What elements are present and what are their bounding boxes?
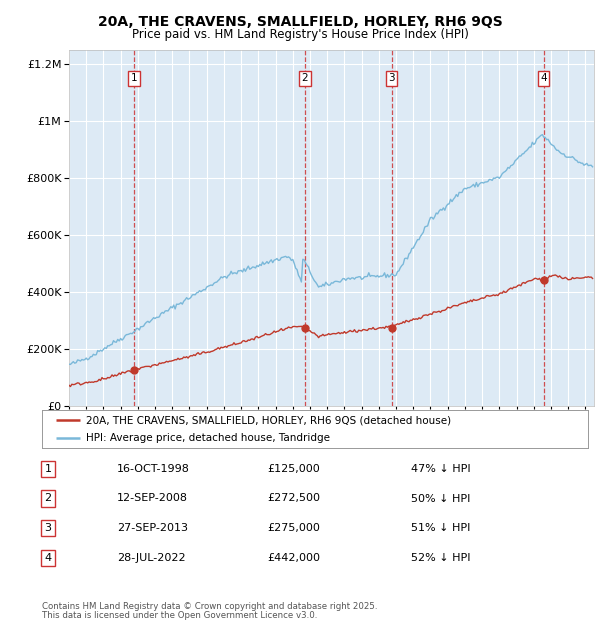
Text: 2: 2 (302, 73, 308, 83)
Text: 4: 4 (44, 553, 52, 563)
Text: £125,000: £125,000 (267, 464, 320, 474)
Text: 1: 1 (44, 464, 52, 474)
Text: This data is licensed under the Open Government Licence v3.0.: This data is licensed under the Open Gov… (42, 611, 317, 619)
Text: 52% ↓ HPI: 52% ↓ HPI (411, 553, 470, 563)
Text: 27-SEP-2013: 27-SEP-2013 (117, 523, 188, 533)
Text: 47% ↓ HPI: 47% ↓ HPI (411, 464, 470, 474)
Text: Contains HM Land Registry data © Crown copyright and database right 2025.: Contains HM Land Registry data © Crown c… (42, 602, 377, 611)
Text: HPI: Average price, detached house, Tandridge: HPI: Average price, detached house, Tand… (86, 433, 329, 443)
Text: £272,500: £272,500 (267, 494, 320, 503)
Text: £275,000: £275,000 (267, 523, 320, 533)
Text: Price paid vs. HM Land Registry's House Price Index (HPI): Price paid vs. HM Land Registry's House … (131, 28, 469, 41)
Text: 16-OCT-1998: 16-OCT-1998 (117, 464, 190, 474)
Text: 50% ↓ HPI: 50% ↓ HPI (411, 494, 470, 503)
Text: 3: 3 (388, 73, 395, 83)
Text: 1: 1 (131, 73, 137, 83)
Text: 3: 3 (44, 523, 52, 533)
Text: 20A, THE CRAVENS, SMALLFIELD, HORLEY, RH6 9QS (detached house): 20A, THE CRAVENS, SMALLFIELD, HORLEY, RH… (86, 415, 451, 425)
Text: 51% ↓ HPI: 51% ↓ HPI (411, 523, 470, 533)
Text: 20A, THE CRAVENS, SMALLFIELD, HORLEY, RH6 9QS: 20A, THE CRAVENS, SMALLFIELD, HORLEY, RH… (98, 16, 502, 30)
Text: 12-SEP-2008: 12-SEP-2008 (117, 494, 188, 503)
Text: 4: 4 (540, 73, 547, 83)
Text: 2: 2 (44, 494, 52, 503)
Text: 28-JUL-2022: 28-JUL-2022 (117, 553, 185, 563)
Text: £442,000: £442,000 (267, 553, 320, 563)
